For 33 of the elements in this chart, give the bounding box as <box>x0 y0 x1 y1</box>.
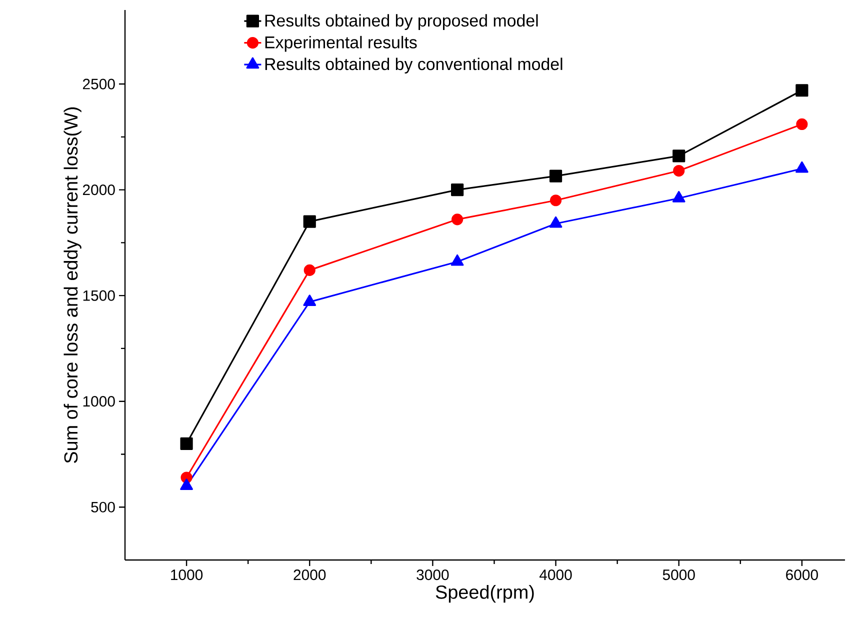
point <box>672 190 686 202</box>
y-tick-label: 2500 <box>82 78 115 90</box>
x-tick-label: 4000 <box>539 570 572 580</box>
point <box>796 118 808 130</box>
x-tick-label: 3000 <box>416 570 449 580</box>
point <box>180 437 193 450</box>
point <box>450 254 464 266</box>
point <box>549 170 562 182</box>
point <box>303 215 316 228</box>
x-tick-label: 5000 <box>662 570 695 580</box>
legend-label: Results obtained by proposed model <box>265 14 538 30</box>
point <box>550 194 562 206</box>
point <box>796 161 808 173</box>
legend-label: Experimental results <box>265 36 417 52</box>
point <box>303 294 316 306</box>
y-tick-label: 1500 <box>83 290 115 301</box>
point <box>672 150 686 162</box>
x-tick-label: 6000 <box>786 570 818 580</box>
y-tick-label: 500 <box>91 502 115 512</box>
x-axis-title: Speed(rpm) <box>436 584 534 603</box>
y-axis-title: Sum of core loss and eddy current loss(W) <box>64 107 82 463</box>
x-tick-label: 2000 <box>294 570 326 580</box>
point <box>180 478 193 490</box>
point <box>549 216 562 228</box>
point <box>673 164 685 177</box>
y-tick-label: 1000 <box>83 396 115 407</box>
legend-label: Results obtained by conventional model <box>265 58 562 74</box>
x-tick-label: 1000 <box>171 570 203 580</box>
point <box>452 214 464 226</box>
point <box>451 184 464 196</box>
y-tick-label: 2000 <box>82 184 115 196</box>
point <box>796 84 808 97</box>
point <box>304 264 316 276</box>
